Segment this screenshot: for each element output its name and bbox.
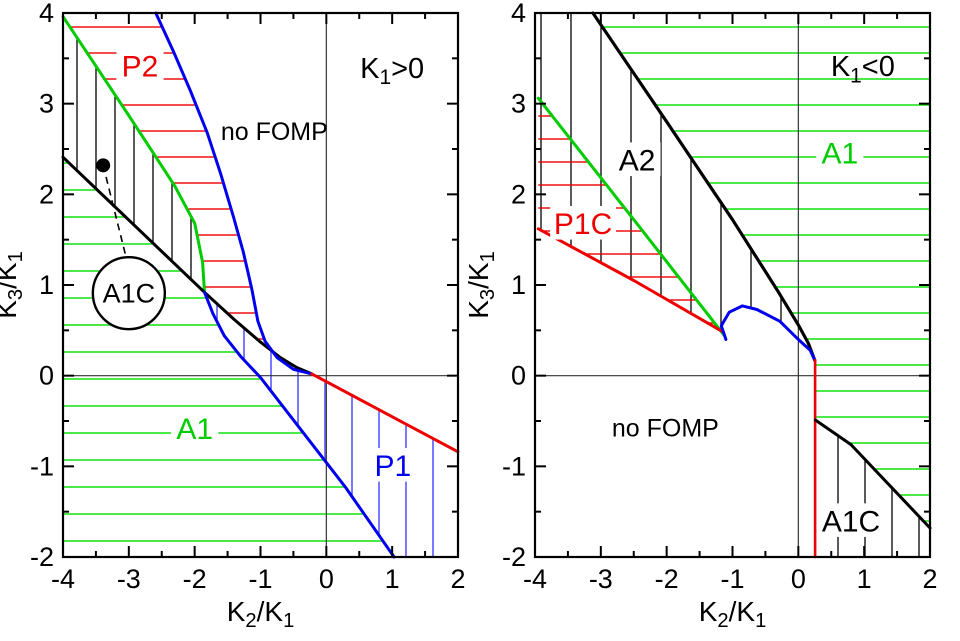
label-bg	[613, 142, 661, 177]
region-label-A2: A2	[619, 145, 656, 178]
panel-left: A1C P2 no FOMP K1​>0 A1 P1 -4 -3 -2 -1 0 1 2 -2 -1 0 1 2 3…	[0, 0, 466, 632]
x-axis-title: K2​/K1​	[227, 596, 295, 632]
region-label-P2: P2	[122, 50, 159, 83]
y-tick-label: 2	[39, 179, 54, 209]
x-tick-label: -2	[183, 564, 207, 594]
y-tick-label: -1	[30, 451, 54, 481]
y-tick-label: 2	[511, 179, 526, 209]
curve-black-boundary-A2-A1	[591, 11, 817, 362]
y-tick-label: 0	[39, 361, 54, 391]
region-label-noFOMP: no FOMP	[221, 118, 328, 146]
y-tick-label: 4	[39, 0, 54, 28]
region-A1	[63, 157, 395, 557]
region-label-K10: K1​>0	[360, 53, 424, 89]
region-label-A1: A1	[176, 413, 213, 446]
region-label-P1: P1	[374, 450, 411, 483]
label-bg	[171, 410, 219, 445]
label-bg	[816, 135, 864, 169]
x-tick-label: -4	[523, 564, 547, 594]
label-bg	[818, 503, 884, 537]
label-bg	[369, 448, 417, 482]
y-tick-label: -2	[30, 542, 54, 572]
y-tick-label: -1	[502, 451, 526, 481]
x-tick-label: 2	[450, 564, 465, 594]
y-tick-label: 4	[511, 0, 526, 28]
y-axis-title: K3​/K1​	[463, 251, 499, 319]
y-axis-title: K3​/K1​	[0, 251, 27, 319]
region-label-A1: A1	[821, 137, 858, 170]
x-tick-label: -2	[655, 564, 679, 594]
x-tick-label: 1	[857, 564, 872, 594]
region-label-K10: K1​<0	[831, 51, 895, 87]
curve-green-boundary-P1C-A2	[536, 96, 727, 338]
y-tick-label: 1	[39, 270, 54, 300]
curve-red-boundary-P1-noFOMP	[310, 372, 460, 454]
x-tick-label: -1	[248, 564, 272, 594]
curve-black-boundary-A1C	[814, 418, 932, 530]
region-A2	[538, 13, 815, 361]
circled-label-text: A1C	[103, 279, 156, 309]
curve-red-boundary-P1C-noFOMP	[536, 227, 725, 334]
x-tick-label: 1	[385, 564, 400, 594]
ticks	[62, 12, 459, 558]
x-tick-label: 0	[791, 564, 806, 594]
curve-blue-boundary-A1-P1	[203, 290, 396, 559]
x-tick-label: -3	[117, 564, 141, 594]
x-tick-label: 2	[922, 564, 937, 594]
label-bg	[116, 48, 164, 82]
region-marker-dot	[96, 158, 111, 173]
circled-label-outline	[91, 255, 167, 331]
region-label-noFOMP: no FOMP	[612, 414, 719, 442]
label-bg	[550, 205, 616, 240]
y-tick-label: 1	[511, 270, 526, 300]
x-tick-label: -1	[720, 564, 744, 594]
region-label-P1C: P1C	[554, 208, 612, 241]
y-tick-label: 3	[39, 89, 54, 119]
curve-green-boundary-A1C-P2	[61, 15, 206, 294]
region-label-A1C: A1C	[822, 506, 880, 539]
region-A1C	[63, 16, 205, 293]
curve-blue-hook-boundary	[719, 304, 817, 362]
y-tick-label: -2	[502, 542, 526, 572]
y-tick-label: 3	[511, 89, 526, 119]
leader-line	[102, 165, 127, 256]
ticks	[534, 12, 931, 558]
x-tick-label: -3	[589, 564, 613, 594]
region-P1	[204, 292, 458, 557]
x-tick-label: -4	[51, 564, 75, 594]
curve-blue-boundary-P2-noFOMP	[154, 11, 314, 376]
y-tick-label: 0	[511, 361, 526, 391]
x-axis-title: K2​/K1​	[699, 596, 767, 632]
x-tick-label: 0	[319, 564, 334, 594]
